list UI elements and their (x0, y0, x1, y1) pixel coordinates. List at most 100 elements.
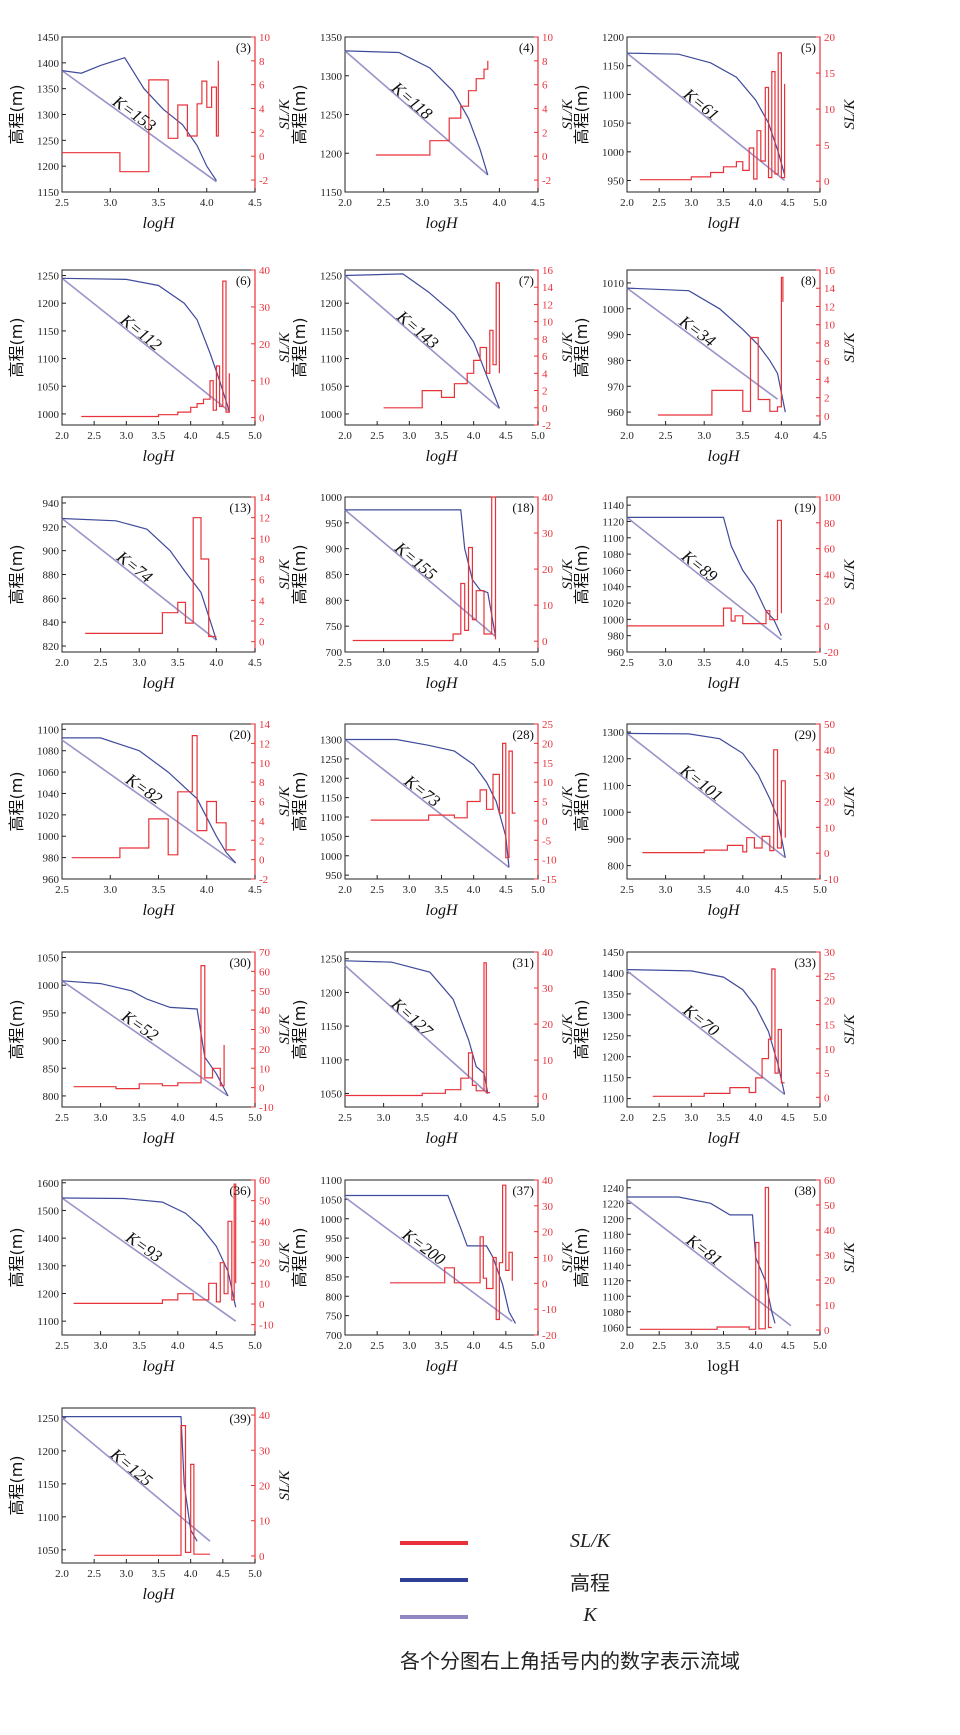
y2-tick-label: 6 (259, 80, 265, 92)
sl-k-line (657, 276, 784, 416)
y-tick-label: 1400 (37, 1233, 60, 1245)
y-tick-label: 1300 (37, 110, 60, 122)
x-tick-label: 5.0 (531, 430, 545, 442)
y-tick-label: 700 (326, 647, 343, 659)
x-tick-label: 2.5 (94, 657, 108, 669)
x-tick-label: 2.5 (620, 884, 634, 896)
x-axis-title: logH (143, 1586, 176, 1603)
y2-tick-label: 30 (542, 983, 554, 995)
k-value-label: K=143 (393, 306, 443, 353)
y2-tick-label: 10 (259, 533, 271, 545)
y-tick-label: 1050 (320, 831, 343, 843)
x-tick-label: 4.5 (248, 197, 262, 209)
y2-axis-title: SL/K (277, 558, 293, 589)
chart-panel: 2.5 3.0 3.5 4.0 4.5 5.080085090095010001050-1… (7, 947, 293, 1147)
legend-swatch-elevation (400, 1578, 468, 1582)
x-tick-label: 3.5 (415, 1112, 429, 1124)
y-tick-label: 1060 (602, 1322, 625, 1334)
x-tick-label: 3.5 (435, 430, 449, 442)
x-tick-label: 2.0 (338, 197, 352, 209)
y-tick-label: 960 (608, 647, 625, 659)
x-tick-label: 2.5 (338, 1112, 352, 1124)
y-tick-label: 1000 (37, 409, 60, 421)
x-tick-label: 4.0 (467, 1340, 481, 1352)
x-tick-label: 2.5 (87, 1568, 101, 1580)
x-tick-label: 2.5 (370, 1340, 384, 1352)
k-line (61, 517, 217, 641)
k-line (61, 1197, 237, 1322)
sl-k-line (639, 52, 786, 181)
y2-tick-label: 0 (259, 855, 265, 867)
y2-axis-title: SL/K (277, 1469, 293, 1500)
legend-label-elevation: 高程 (570, 1571, 610, 1595)
chart-panel: 2.5 3.0 3.5 4.0 4.5 5.0 1050 1100 1150 1200 1250 0 1… (290, 947, 576, 1147)
sl-k-line (375, 60, 489, 156)
y-tick-label: 1060 (602, 565, 625, 577)
y2-tick-label: 0 (259, 1299, 265, 1311)
x-axis-title: logH (426, 1130, 459, 1147)
y2-tick-label: 40 (259, 265, 271, 277)
y2-tick-label: 15 (542, 758, 554, 770)
y2-tick-label: 50 (259, 986, 271, 998)
x-tick-label: 4.5 (775, 884, 789, 896)
y2-tick-label: 40 (542, 1175, 554, 1187)
x-tick-label: 5.0 (813, 884, 827, 896)
x-tick-label: 3.5 (736, 430, 750, 442)
x-tick-label: 5.0 (248, 1112, 262, 1124)
y2-tick-label: 30 (259, 302, 271, 314)
x-tick-label: 5.0 (531, 1112, 545, 1124)
y-tick-label: 1000 (320, 409, 343, 421)
y2-tick-label: 50 (824, 719, 836, 731)
y-tick-label: 1020 (37, 810, 60, 822)
y2-tick-label: 15 (824, 68, 836, 80)
y2-axis-title: SL/K (842, 1013, 858, 1044)
x-tick-label: 3.0 (684, 1112, 698, 1124)
y-tick-label: 1240 (602, 1183, 625, 1195)
x-tick-label: 2.0 (338, 430, 352, 442)
x-axis-title: logH (143, 1130, 176, 1147)
y2-tick-label: 5 (824, 1068, 830, 1080)
y-tick-label: 1040 (602, 582, 625, 594)
x-tick-label: 3.0 (415, 197, 429, 209)
y2-tick-label: 2 (542, 127, 548, 139)
y-tick-label: 1250 (37, 135, 60, 147)
x-axis-title: logH (426, 902, 459, 919)
x-tick-label: 2.5 (55, 1340, 69, 1352)
k-line (626, 970, 786, 1096)
x-tick-label: 5.0 (531, 884, 545, 896)
y2-tick-label: 0 (542, 816, 548, 828)
x-tick-label: 3.0 (94, 1340, 108, 1352)
y2-tick-label: 20 (259, 1481, 271, 1493)
k-line (61, 739, 237, 864)
chart-panel: 2.5 3.0 3.5 4.0 4.59609801000102010401060108… (7, 719, 293, 919)
x-axis-title: logH (143, 448, 176, 465)
y-tick-label: 860 (43, 593, 60, 605)
x-tick-label: 2.5 (659, 430, 673, 442)
y-tick-label: 1050 (320, 1194, 343, 1206)
y2-axis-title: SL/K (277, 331, 293, 362)
y2-tick-label: -10 (259, 1102, 274, 1114)
y2-tick-label: 0 (542, 636, 548, 648)
k-value-label: K=73 (400, 771, 444, 811)
y-tick-label: 1100 (37, 1316, 59, 1328)
y2-tick-label: 50 (259, 1196, 271, 1208)
y-tick-label: 1000 (320, 1214, 343, 1226)
x-tick-label: 2.0 (620, 1112, 634, 1124)
x-tick-label: 2.5 (370, 430, 384, 442)
sl-k-line (94, 1424, 210, 1556)
y-axis-title: 高程(m) (7, 1227, 26, 1287)
x-tick-label: 3.0 (659, 884, 673, 896)
y-tick-label: 900 (43, 546, 60, 558)
y2-tick-label: -10 (542, 855, 557, 867)
y2-tick-label: -2 (542, 175, 551, 187)
y-tick-label: 1100 (320, 354, 342, 366)
chart-panel: 2.0 2.5 3.0 3.5 4.0 4.5 1150 1200 1250 1300 1350 -2… (290, 32, 576, 232)
y-tick-label: 1300 (602, 1010, 625, 1022)
y2-tick-label: 2 (542, 386, 548, 398)
y-tick-label: 750 (326, 621, 343, 633)
y-tick-label: 900 (326, 1253, 343, 1265)
k-value-label: K=70 (679, 1000, 723, 1040)
y2-tick-label: 12 (542, 299, 553, 311)
x-tick-label: 2.5 (377, 197, 391, 209)
chart-panel: 2.0 2.5 3.0 3.5 4.0 4.5 5.09501000105011001150… (290, 719, 576, 919)
